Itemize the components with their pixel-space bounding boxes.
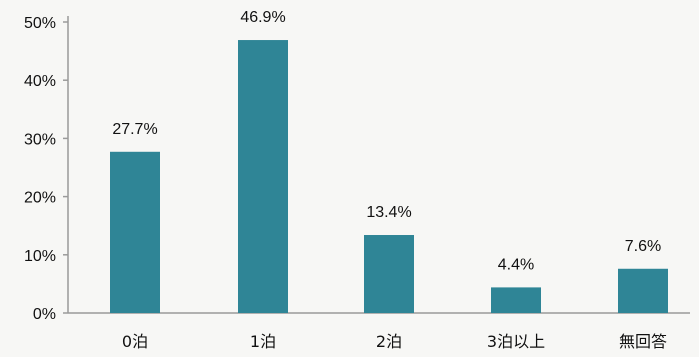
bar — [110, 151, 160, 313]
category-label: 1泊 — [250, 332, 276, 351]
category-label: 2泊 — [376, 332, 402, 351]
data-label: 46.9% — [240, 9, 285, 26]
bar — [238, 40, 288, 314]
category-label: 無回答 — [619, 332, 667, 351]
data-label: 4.4% — [498, 256, 534, 273]
bar — [364, 235, 414, 313]
data-label: 13.4% — [366, 204, 411, 221]
data-label: 7.6% — [625, 238, 661, 255]
bar — [491, 287, 541, 313]
bar — [618, 268, 668, 313]
category-label: 3泊以上 — [487, 332, 545, 351]
category-label: 0泊 — [122, 332, 148, 351]
y-tick-label: 10% — [24, 248, 56, 265]
y-tick-label: 40% — [24, 73, 56, 90]
y-tick-label: 30% — [24, 131, 56, 148]
y-tick-label: 0% — [33, 306, 56, 323]
data-label: 27.7% — [112, 121, 157, 138]
y-tick-label: 50% — [24, 15, 56, 32]
y-tick-label: 20% — [24, 190, 56, 207]
